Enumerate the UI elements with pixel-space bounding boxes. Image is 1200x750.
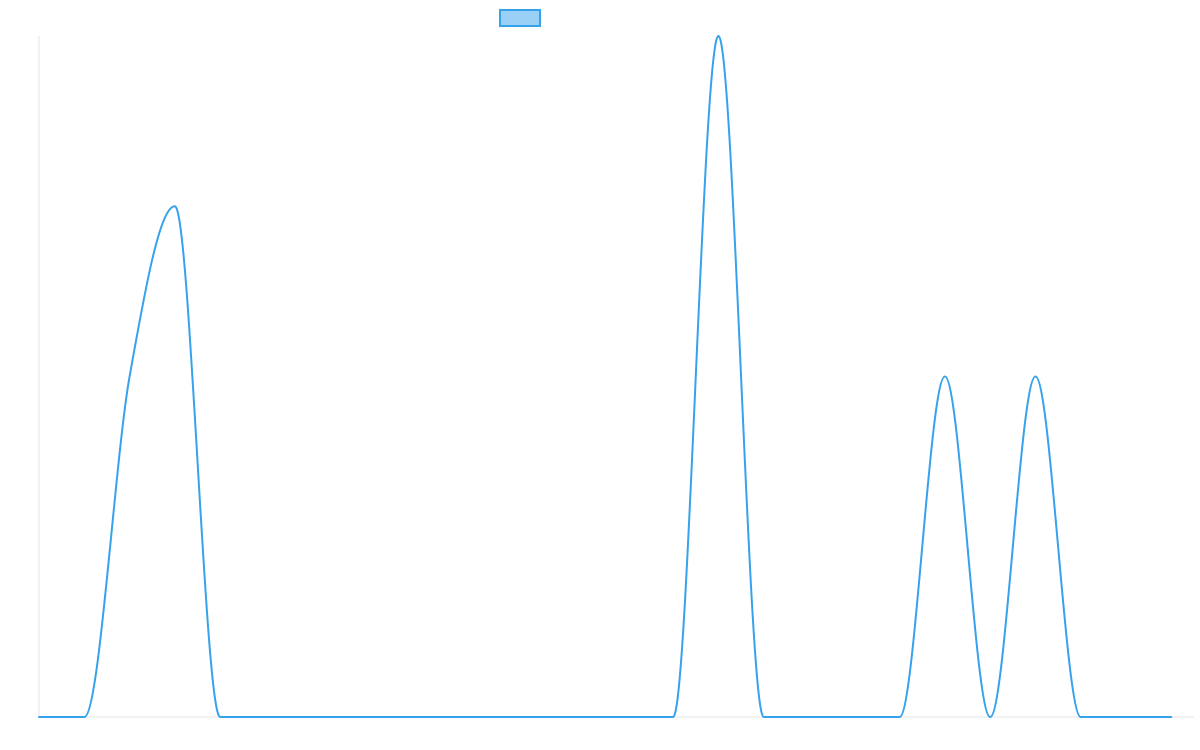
legend-swatch[interactable] <box>499 9 541 27</box>
axes <box>38 36 1194 718</box>
legend[interactable] <box>499 9 541 27</box>
series-layer <box>38 35 1173 719</box>
series-line-0 <box>38 35 1173 719</box>
